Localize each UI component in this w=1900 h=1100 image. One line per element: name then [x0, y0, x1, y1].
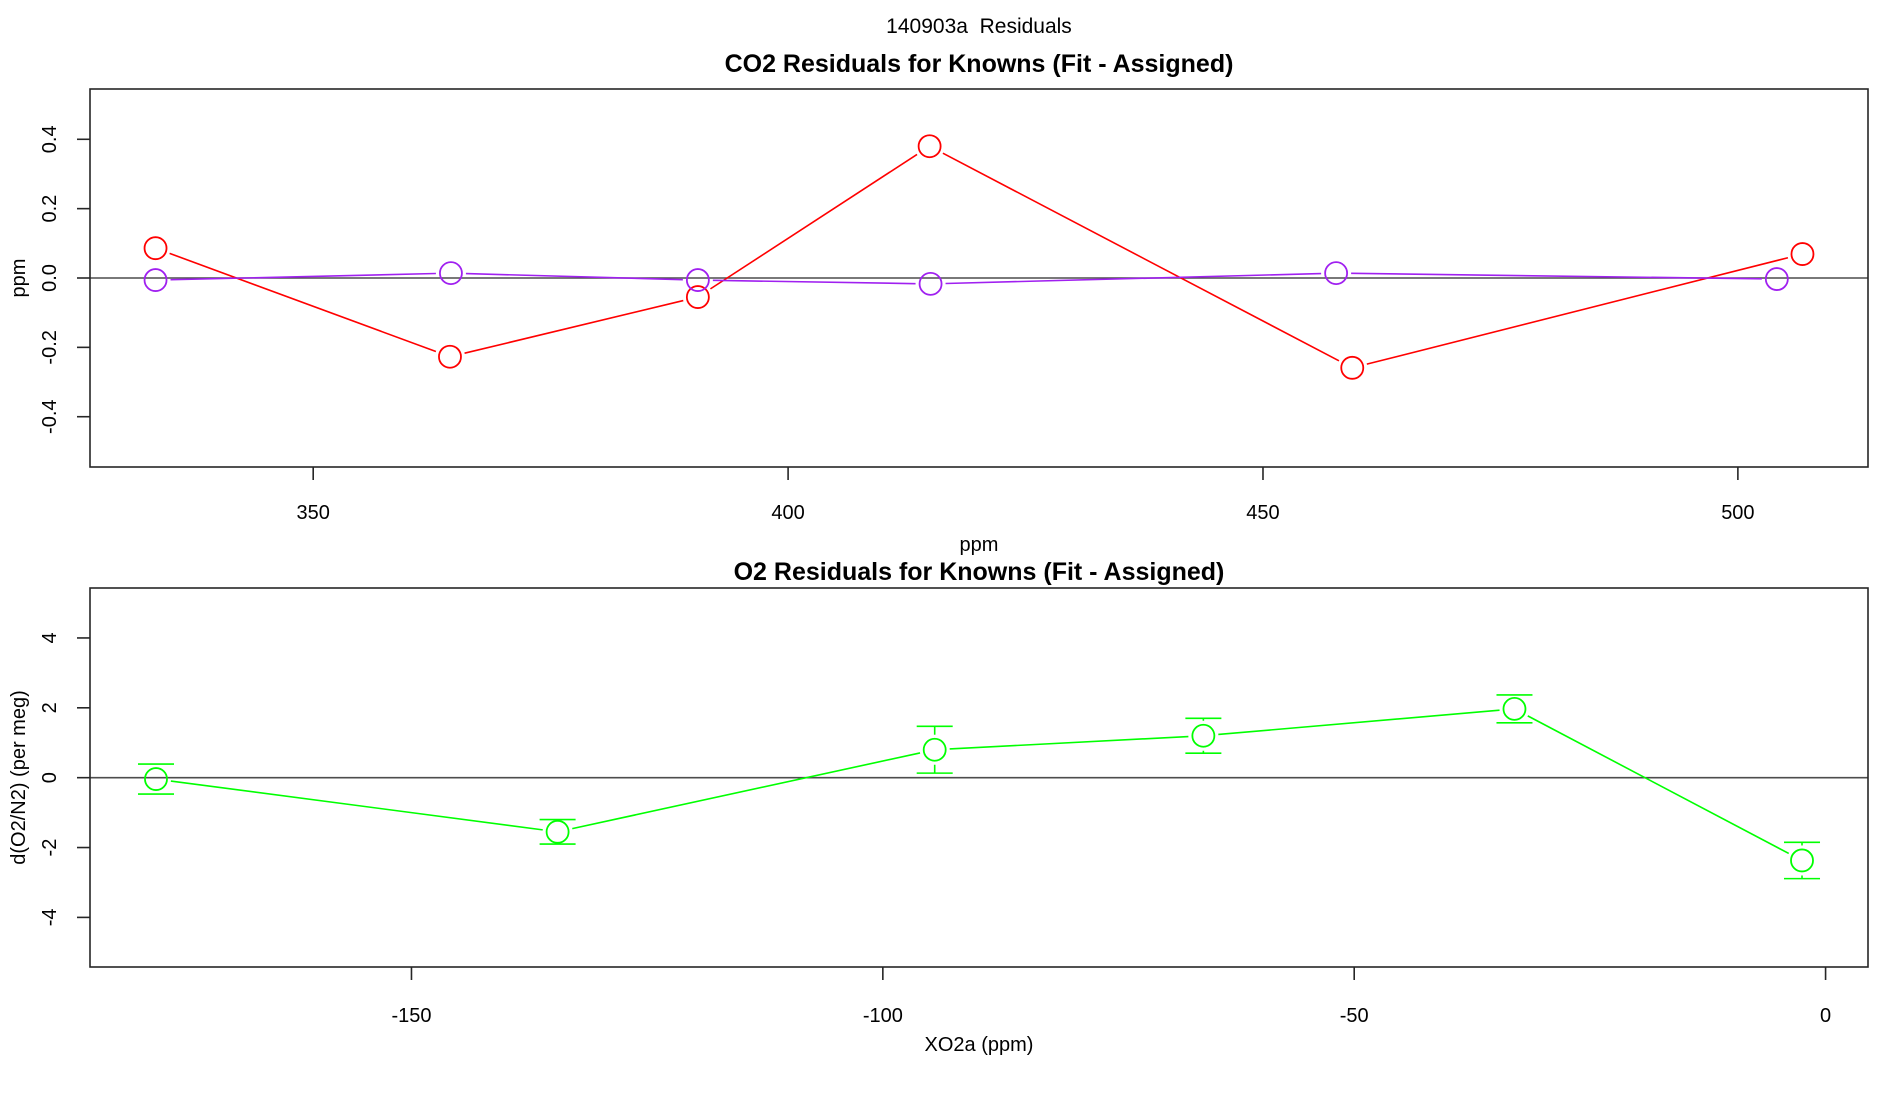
- data-point-marker: [143, 236, 168, 261]
- series-line-segment: [1366, 256, 1789, 365]
- y-tick-label: -4: [39, 908, 61, 926]
- series-o2-residual-green: [137, 694, 1821, 880]
- series-line-segment: [464, 299, 684, 354]
- data-point-marker: [438, 344, 462, 369]
- series-line-segment: [465, 272, 683, 281]
- x-axis-label: XO2a (ppm): [925, 1034, 1034, 1056]
- series-line-segment: [949, 735, 1189, 750]
- data-point-marker: [1191, 723, 1216, 748]
- y-tick-label: 0.0: [39, 264, 61, 292]
- x-tick-label: 0: [1820, 1005, 1831, 1027]
- y-axis-label: ppm: [8, 259, 30, 298]
- x-tick-label: 450: [1246, 502, 1279, 524]
- figure-title: 140903a Residuals: [886, 15, 1072, 38]
- chart-1: 350 400 450 500 -0.4 -0.2 0.0 0.2 0.4 ppm ppm CO2 R…: [8, 50, 1869, 556]
- y-tick-label: 2: [39, 702, 61, 713]
- chart-2: -150 -100 -50 0 -4 -2 0 2 4 XO2a (ppm) d(O2/N2) (p…: [8, 558, 1869, 1056]
- data-point-marker: [1502, 696, 1527, 721]
- data-point-marker: [143, 268, 168, 292]
- y-tick-label: 0.2: [39, 195, 61, 223]
- data-point-marker: [1340, 355, 1365, 380]
- chart-title: CO2 Residuals for Knowns (Fit - Assigned…: [725, 50, 1234, 78]
- series-line-segment: [170, 780, 543, 831]
- data-point-marker: [917, 134, 942, 159]
- x-tick-label: -50: [1340, 1005, 1369, 1027]
- data-point-marker: [922, 737, 947, 762]
- series-line-segment: [1218, 709, 1500, 736]
- x-tick-label: -150: [391, 1005, 431, 1027]
- data-point-marker: [1764, 267, 1789, 291]
- series-line-segment: [712, 279, 916, 285]
- series-line-segment: [169, 252, 437, 353]
- data-point-marker: [1790, 848, 1814, 873]
- x-tick-label: 350: [297, 502, 330, 524]
- series-co2-residual-purple: [143, 261, 1789, 296]
- series-line-segment: [945, 272, 1322, 285]
- y-tick-label: -2: [39, 839, 61, 857]
- series-line-segment: [1351, 272, 1762, 280]
- series-co2-residual-red: [143, 134, 1815, 380]
- chart-title: O2 Residuals for Knowns (Fit - Assigned): [734, 558, 1225, 586]
- y-tick-label: -0.2: [39, 330, 61, 364]
- series-line-segment: [942, 152, 1340, 362]
- x-tick-label: 400: [771, 502, 804, 524]
- series-line-segment: [572, 752, 921, 830]
- series-line-segment: [709, 153, 918, 290]
- data-point-marker: [685, 268, 710, 292]
- data-point-marker: [439, 261, 463, 286]
- y-tick-label: 4: [39, 632, 61, 643]
- data-point-marker: [685, 285, 710, 309]
- data-point-marker: [918, 271, 943, 296]
- y-tick-label: -0.4: [39, 399, 61, 433]
- y-tick-label: 0.4: [39, 125, 61, 153]
- series-line-segment: [1527, 715, 1790, 855]
- y-tick-label: 0: [39, 772, 61, 783]
- data-point-marker: [545, 819, 570, 844]
- series-line-segment: [170, 272, 436, 281]
- y-axis-label: d(O2/N2) (per meg): [8, 690, 30, 865]
- x-tick-label: -100: [863, 1005, 903, 1027]
- data-point-marker: [1324, 261, 1349, 286]
- data-point-marker: [1790, 242, 1815, 266]
- x-tick-label: 500: [1721, 502, 1754, 524]
- x-axis-label: ppm: [960, 534, 999, 556]
- data-point-marker: [144, 767, 168, 791]
